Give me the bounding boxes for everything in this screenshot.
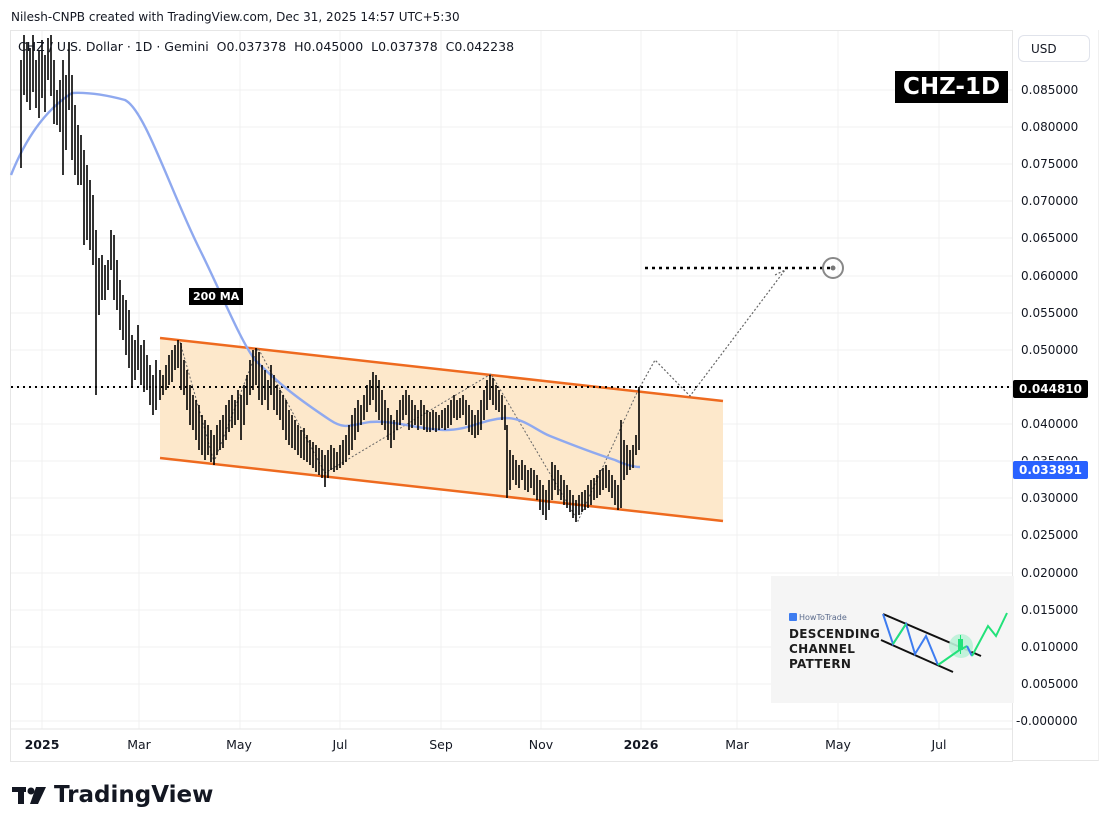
price-candles xyxy=(20,35,640,522)
projection-path-line xyxy=(639,269,786,397)
pattern-illustration: HowToTrade DESCENDING CHANNEL PATTERN xyxy=(771,576,1014,703)
price-tick: 0.030000 xyxy=(1021,491,1079,505)
time-tick: May xyxy=(825,737,851,752)
legend-open: O0.037378 xyxy=(216,39,287,54)
price-tick: 0.065000 xyxy=(1021,231,1079,245)
time-tick: Nov xyxy=(528,737,554,752)
howtotrade-brand: HowToTrade xyxy=(789,613,847,622)
channel-lower-line xyxy=(159,456,724,523)
price-tick: 0.005000 xyxy=(1021,677,1079,691)
price-tick: 0.075000 xyxy=(1021,157,1079,171)
price-tick: 0.070000 xyxy=(1021,194,1079,208)
pattern-title: DESCENDING CHANNEL PATTERN xyxy=(789,627,881,671)
target-marker-icon xyxy=(822,257,844,279)
howtotrade-logo-icon xyxy=(789,613,797,621)
price-tick: 0.040000 xyxy=(1021,417,1079,431)
time-tick: 2026 xyxy=(623,737,659,752)
price-tick: 0.085000 xyxy=(1021,83,1079,97)
time-tick: Jul xyxy=(931,737,947,752)
currency-button[interactable]: USD xyxy=(1018,35,1090,62)
time-tick: Sep xyxy=(429,737,453,752)
symbol-legend: CHZ / U.S. Dollar · 1D · Gemini O0.03737… xyxy=(18,39,514,54)
ma-200-line xyxy=(9,91,641,469)
tradingview-logo[interactable]: TradingView xyxy=(12,782,213,808)
price-tick: -0.000000 xyxy=(1016,714,1078,728)
chart-attribution: Nilesh-CNPB created with TradingView.com… xyxy=(11,10,460,24)
time-tick: May xyxy=(226,737,252,752)
time-tick: Mar xyxy=(725,737,749,752)
price-tick: 0.060000 xyxy=(1021,269,1079,283)
legend-low: L0.037378 xyxy=(371,39,438,54)
price-tick: 0.055000 xyxy=(1021,306,1079,320)
chart-title-badge: CHZ-1D xyxy=(895,71,1009,103)
legend-symbol: CHZ / U.S. Dollar · 1D · Gemini xyxy=(18,39,209,54)
legend-high: H0.045000 xyxy=(294,39,364,54)
channel-diagram-icon xyxy=(880,612,1008,673)
current-price-tag: 0.044810 xyxy=(1013,380,1089,398)
price-tick: 0.025000 xyxy=(1021,528,1079,542)
price-tick: 0.050000 xyxy=(1021,343,1079,357)
channel-upper-line xyxy=(159,336,724,403)
tradingview-logo-icon xyxy=(12,787,46,804)
price-scale[interactable] xyxy=(1012,30,1099,761)
time-tick: Mar xyxy=(127,737,151,752)
price-tick: 0.035000 xyxy=(1021,454,1078,460)
legend-close: C0.042238 xyxy=(445,39,515,54)
ma-200-label: 200 MA xyxy=(189,288,244,305)
time-tick: 2025 xyxy=(24,737,60,752)
price-tick: 0.080000 xyxy=(1021,120,1079,134)
price-tick: 0.015000 xyxy=(1021,603,1079,617)
price-tick: 0.020000 xyxy=(1021,566,1079,580)
time-tick: Jul xyxy=(332,737,348,752)
chart-pane[interactable] xyxy=(10,30,1013,762)
price-tick: 0.010000 xyxy=(1021,640,1079,654)
ma-price-tag: 0.033891 xyxy=(1013,461,1089,479)
